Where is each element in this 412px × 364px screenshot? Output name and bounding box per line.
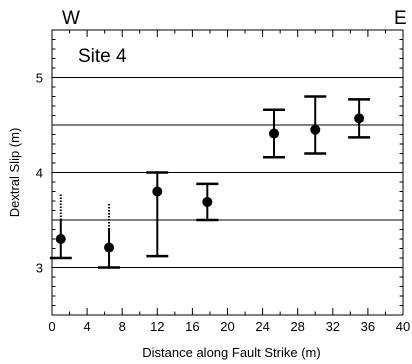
- point-marker: [354, 113, 365, 124]
- data-point: [49, 194, 72, 260]
- y-tick-label: 5: [36, 71, 43, 86]
- data-points: [49, 95, 371, 269]
- x-tick-label: 0: [48, 319, 55, 334]
- point-marker: [310, 124, 321, 135]
- x-tick-label: 40: [396, 319, 410, 334]
- grid-lines: [52, 77, 403, 268]
- point-marker: [55, 234, 66, 244]
- data-point: [98, 203, 121, 269]
- data-point: [146, 171, 169, 258]
- y-axis-title: Dextral Slip (m): [7, 128, 22, 218]
- x-tick-label: 24: [255, 319, 269, 334]
- y-tick-label: 3: [36, 261, 43, 276]
- x-tick-label: 12: [150, 319, 164, 334]
- x-tick-label: 8: [119, 319, 126, 334]
- data-point: [263, 108, 286, 159]
- site-annotation: Site 4: [78, 46, 127, 67]
- west-label: W: [62, 8, 80, 29]
- data-point: [304, 95, 327, 155]
- y-tick-label: 4: [36, 166, 43, 181]
- x-tick-label: 16: [185, 319, 199, 334]
- x-axis-title: Distance along Fault Strike (m): [142, 345, 320, 360]
- axis-ticks: [51, 29, 404, 316]
- tick-labels: 3 4 5 0 4 8 12 16 20 24 28 32 36 40: [36, 71, 410, 335]
- point-marker: [104, 242, 115, 253]
- point-marker: [202, 196, 213, 207]
- x-tick-label: 28: [290, 319, 304, 334]
- point-marker: [269, 128, 280, 139]
- point-marker: [152, 186, 163, 197]
- data-point: [196, 182, 219, 222]
- x-tick-label: 20: [220, 319, 234, 334]
- x-tick-label: 32: [326, 319, 340, 334]
- x-tick-label: 36: [361, 319, 375, 334]
- data-point: [348, 98, 371, 139]
- east-label: E: [394, 8, 407, 29]
- x-tick-label: 4: [83, 319, 90, 334]
